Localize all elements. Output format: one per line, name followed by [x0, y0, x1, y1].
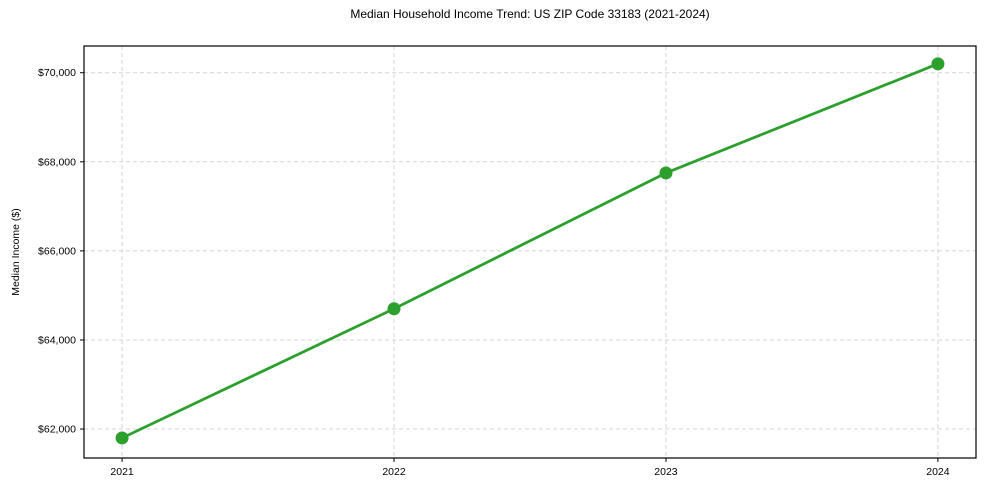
x-tick-label: 2021: [110, 466, 134, 478]
data-point-2023: [659, 166, 673, 180]
x-tick-label: 2022: [382, 466, 406, 478]
y-axis-label: Median Income ($): [10, 208, 22, 296]
y-tick-label: $66,000: [38, 245, 76, 257]
chart-title: Median Household Income Trend: US ZIP Co…: [350, 7, 710, 21]
data-point-2022: [387, 302, 401, 316]
income-trend-line: [120, 62, 940, 440]
data-point-2024: [931, 57, 945, 71]
x-tick-label: 2024: [926, 466, 950, 478]
y-tick-label: $68,000: [38, 156, 76, 168]
y-tick-label: $64,000: [38, 334, 76, 346]
plot-border: [83, 45, 977, 459]
x-tick-label: 2023: [654, 466, 678, 478]
y-tick-label: $70,000: [38, 67, 76, 79]
y-tick-label: $62,000: [38, 424, 76, 436]
data-point-2021: [115, 431, 129, 445]
